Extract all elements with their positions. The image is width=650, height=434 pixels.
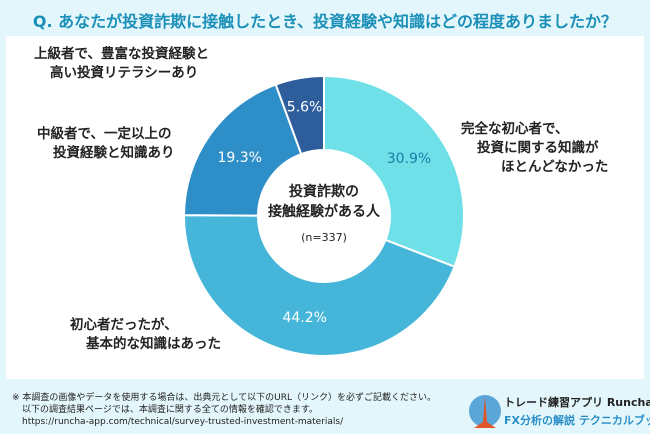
label-line: 中級者で、一定以上の (37, 126, 172, 142)
label-line: 投資に関する知識が (477, 140, 599, 156)
slice-value-label: 30.9% (387, 151, 431, 167)
label-line: 投資経験と知識あり (53, 145, 175, 161)
footer-line2: 以下の調査結果ページでは、本調査に関する全ての情報を確認できます。 (22, 405, 318, 415)
brand-line1: トレード練習アプリ Runcha (504, 396, 650, 409)
footer-line1: ※ 本調査の画像やデータを使用する場合は、出典元として以下のURL（リンク）を必… (12, 393, 436, 403)
center-title-line2: 接触経験がある人 (268, 204, 380, 220)
question-title: Q. あなたが投資詐欺に接触したとき、投資経験や知識はどの程度ありましたか？ (32, 12, 618, 31)
slice-value-label: 44.2% (282, 310, 326, 326)
slice-label-0: 完全な初心者で、 投資に関する知識が ほとんどなかった (461, 120, 608, 177)
center-title-line1: 投資詐欺の (289, 184, 359, 200)
label-line: 高い投資リテラシーあり (50, 65, 199, 81)
label-line: ほとんどなかった (501, 159, 609, 175)
footer-url[interactable]: https://runcha-app.com/technical/survey-… (22, 417, 344, 427)
donut-slice (183, 214, 456, 357)
label-line: 初心者だったが、 (70, 317, 178, 333)
footer-note: ※ 本調査の画像やデータを使用する場合は、出典元として以下のURL（リンク）を必… (12, 392, 436, 428)
runcha-logo-icon (469, 395, 501, 428)
donut-slice (182, 83, 303, 217)
slice-label-2: 中級者で、一定以上の 投資経験と知識あり (37, 125, 175, 163)
label-line: 基本的な知識はあった (86, 336, 221, 352)
label-line: 完全な初心者で、 (461, 121, 569, 137)
donut-center: 投資詐欺の 接触経験がある人 (n=337) (259, 182, 389, 248)
slice-label-3: 上級者で、豊富な投資経験と 高い投資リテラシーあり (34, 45, 209, 83)
donut-slice (323, 74, 465, 269)
slice-value-label: 5.6% (287, 100, 323, 116)
brand-line2: FX分析の解説 テクニカルブック (504, 414, 650, 427)
slice-value-label: 19.3% (217, 150, 261, 166)
sample-size: (n=337) (301, 231, 347, 244)
donut-slice (274, 74, 325, 156)
slice-label-1: 初心者だったが、 基本的な知識はあった (70, 316, 221, 354)
label-line: 上級者で、豊富な投資経験と (34, 46, 209, 62)
